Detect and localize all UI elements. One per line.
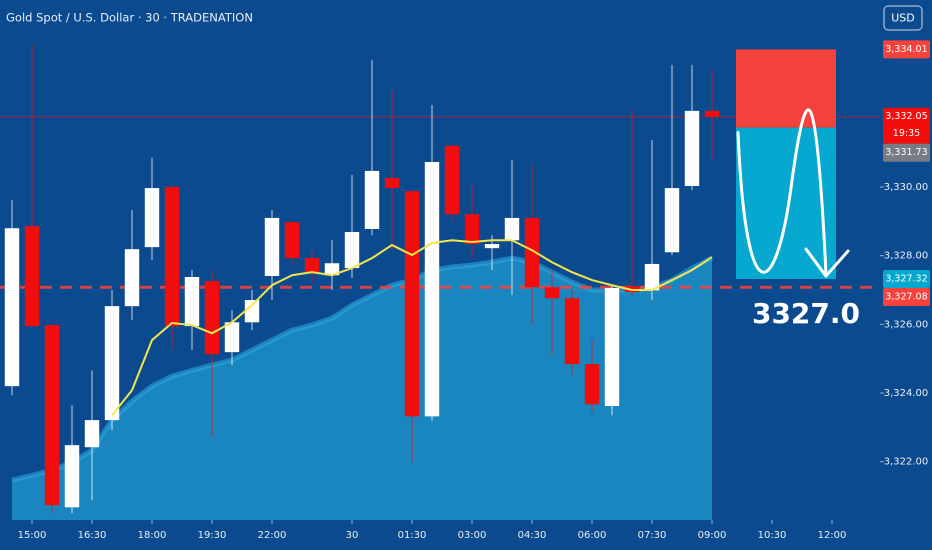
price-tag [883,270,930,289]
candle-body [544,287,560,299]
candle-body [304,258,320,273]
y-tick-label: 3,322.00 [884,457,929,468]
candle-body [364,170,380,229]
price-tag [883,107,930,144]
candle-body [24,226,40,327]
ma-line [111,239,713,416]
candle-body [404,191,420,417]
price-tag-label: 3,327.32 [885,274,927,285]
candle-body [64,445,80,508]
x-tick-label: 30 [346,530,359,541]
candle-body [664,188,680,253]
candle-body [484,244,500,249]
price-tag-label: 3,331.73 [885,147,927,158]
candle-body [444,145,460,215]
candle-body [704,110,720,117]
candle-body [524,217,540,288]
candle-body [264,217,280,276]
price-tag [883,40,930,59]
y-tick-label: 3,330.00 [884,182,929,193]
candle-body [184,276,200,327]
y-tick-label: 3,326.00 [884,319,929,330]
currency-button-label[interactable]: USD [891,12,915,25]
candle-body [104,306,120,421]
candle-body [4,228,20,387]
x-tick-label: 19:30 [198,530,227,541]
y-tick-label: 3,328.00 [884,251,929,262]
currency-button[interactable] [883,5,923,31]
candle-body [644,263,660,291]
price-tag-label: 3,334.01 [885,44,927,55]
candle-body [204,281,220,355]
candle-body [144,188,160,248]
price-tag [883,143,930,162]
area-edge [11,255,714,483]
plot-area [0,44,880,520]
candle-body [564,298,580,365]
candle-body [344,232,360,269]
x-tick-label: 01:30 [398,530,427,541]
x-tick-label: 12:00 [818,530,847,541]
countdown: 19:35 [893,128,920,139]
x-tick-label: 15:00 [18,530,47,541]
x-tick-label: 04:30 [518,530,547,541]
candle-body [424,162,440,417]
forecast-curve [736,108,828,276]
candle-body [244,299,260,323]
price-tag-label: 3,327.08 [885,292,927,303]
x-tick-label: 22:00 [258,530,287,541]
candle-body [164,187,180,327]
annotation: 3327.0 [752,297,860,330]
x-tick-label: 10:30 [758,530,787,541]
price-tag [883,288,930,307]
forecast-arrow [804,247,850,278]
candle-body [324,263,340,276]
stop-zone [736,49,836,128]
candle-body [384,178,400,189]
y-tick-label: 3,324.00 [884,388,929,399]
chart-title: Gold Spot / U.S. Dollar · 30 · TRADENATI… [6,11,253,25]
area-fill [12,258,712,520]
candle-body [124,249,140,307]
candle-body [504,217,520,241]
x-tick-label: 09:00 [698,530,727,541]
candle-body [284,222,300,259]
candle-body [684,110,700,187]
x-tick-label: 18:00 [138,530,167,541]
x-tick-label: 06:00 [578,530,607,541]
x-tick-label: 16:30 [78,530,107,541]
candle-body [464,214,480,245]
candle-body [84,420,100,448]
price-tag-label: 3,332.05 [885,111,927,122]
x-tick-label: 03:00 [458,530,487,541]
candle-body [604,287,620,407]
candle-body [584,364,600,405]
candle-body [44,325,60,506]
candle-body [224,322,240,353]
x-tick-label: 07:30 [638,530,667,541]
